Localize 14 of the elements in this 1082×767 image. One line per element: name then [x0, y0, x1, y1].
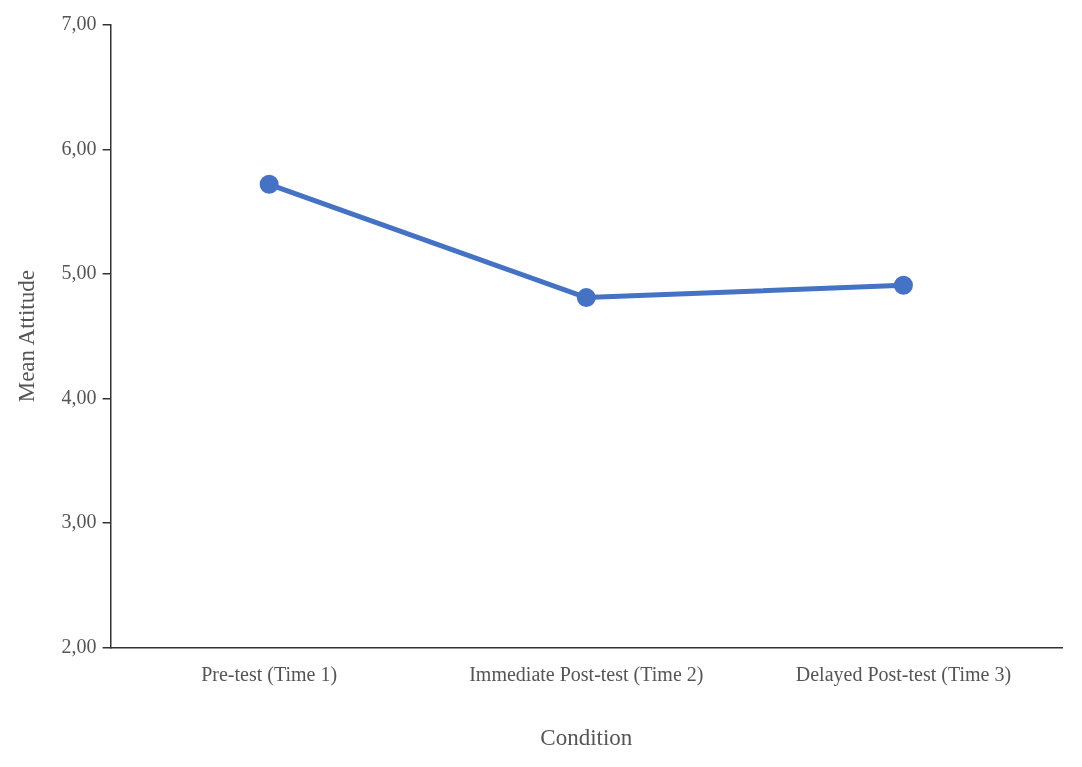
x-tick-label: Delayed Post-test (Time 3) [795, 662, 1012, 686]
y-axis-title: Mean Attitude [13, 270, 39, 403]
y-tick-label: 7,00 [61, 12, 97, 35]
y-tick-label: 4,00 [61, 385, 97, 408]
point [259, 174, 279, 194]
y-tick-label: 5,00 [61, 261, 97, 284]
x-tick-label: Immediate Post-test (Time 2) [469, 662, 704, 686]
x-axis-title: Condition [540, 725, 633, 751]
x-tick-label: Pre-test (Time 1) [201, 662, 338, 686]
y-tick-label: 6,00 [61, 136, 97, 159]
point [893, 275, 913, 295]
y-tick-label: 2,00 [61, 634, 97, 657]
y-tick-label: 3,00 [61, 510, 97, 533]
point [576, 288, 596, 308]
